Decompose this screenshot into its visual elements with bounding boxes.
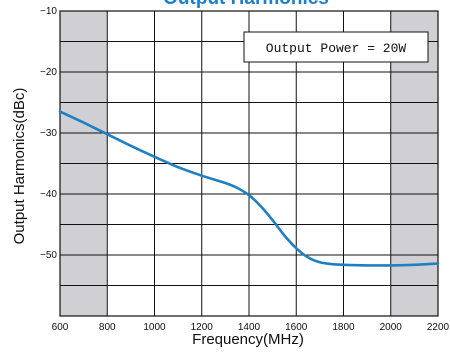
x-tick-label: 600 — [52, 322, 69, 333]
y-tick-label: −10 — [40, 6, 57, 17]
x-tick-label: 800 — [99, 322, 116, 333]
chart-title: Output Harmonics — [163, 0, 329, 9]
x-tick-label: 1000 — [143, 322, 166, 333]
y-tick-label: −50 — [40, 250, 57, 261]
x-tick-label: 1200 — [191, 322, 214, 333]
y-axis-label: Output Harmonics(dBc) — [11, 88, 28, 245]
annotation: Output Power = 20W — [243, 31, 429, 63]
x-tick-label: 1600 — [285, 322, 308, 333]
series-line-1 — [58, 110, 440, 267]
x-tick-label: 2200 — [427, 322, 450, 333]
annotation-box — [243, 31, 429, 63]
y-tick-label: −30 — [40, 128, 57, 139]
x-tick-label: 1800 — [332, 322, 355, 333]
x-tick-label: 1400 — [238, 322, 261, 333]
x-axis-label: Frequency(MHz) — [192, 331, 304, 348]
y-tick-label: −40 — [40, 189, 57, 200]
plot-frame — [59, 10, 439, 317]
y-tick-label: −20 — [40, 67, 57, 78]
x-tick-label: 2000 — [380, 322, 403, 333]
annotation-text: Output Power = 20W — [266, 41, 407, 56]
